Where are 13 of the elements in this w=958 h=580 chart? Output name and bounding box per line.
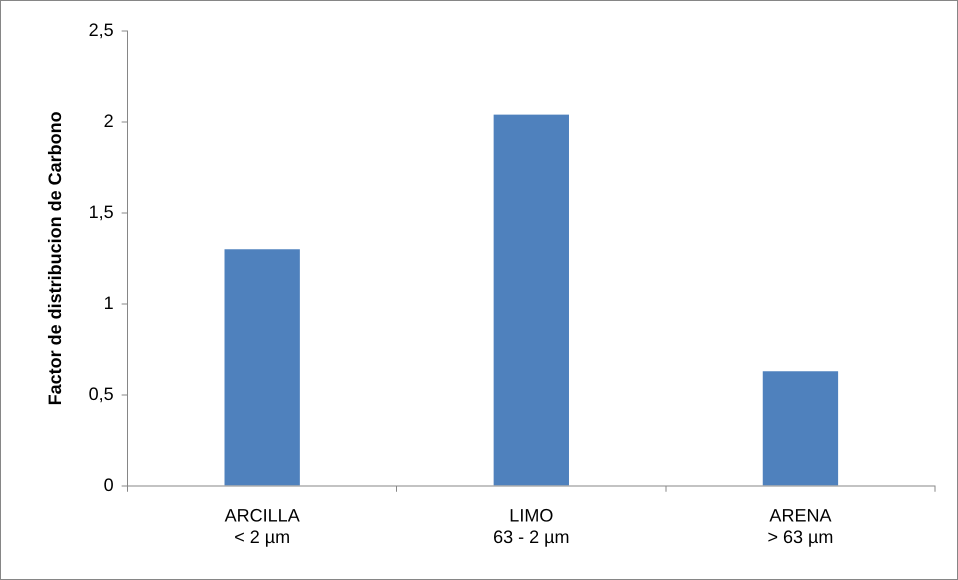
y-tick-label: 1 — [104, 292, 114, 313]
y-tick-label: 2,5 — [88, 20, 114, 40]
x-tick-label: LIMO 63 - 2 µm — [493, 506, 570, 548]
x-tick-label: ARCILLA < 2 µm — [224, 506, 300, 548]
bar — [762, 371, 838, 486]
y-axis-title: Factor de distribucion de Carbono — [44, 111, 65, 406]
y-tick-label: 1,5 — [88, 202, 114, 222]
x-tick-label: ARENA > 63 µm — [767, 506, 834, 548]
bar — [494, 114, 569, 486]
bar — [224, 249, 300, 486]
y-tick-label: 0 — [104, 474, 114, 495]
y-tick-label: 2 — [104, 110, 114, 131]
y-tick-label: 0,5 — [88, 384, 114, 404]
